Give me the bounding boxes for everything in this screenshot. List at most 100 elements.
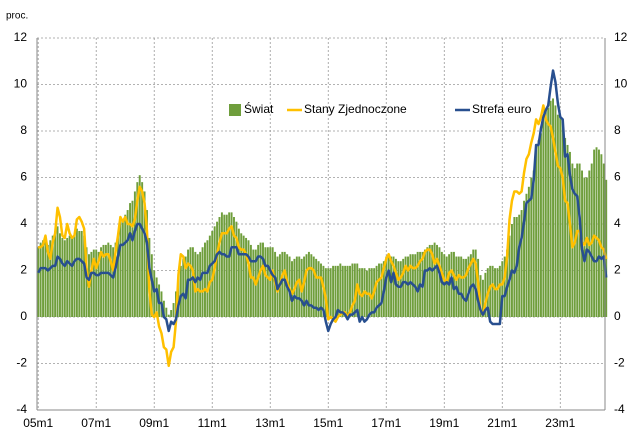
- bar: [117, 233, 119, 317]
- bar: [49, 240, 52, 317]
- y2-tick-label: 4: [614, 216, 621, 230]
- bar: [532, 170, 535, 317]
- bar: [518, 214, 521, 317]
- bar: [402, 258, 405, 317]
- bar: [525, 193, 528, 317]
- bar: [433, 242, 436, 317]
- bar: [281, 251, 284, 317]
- bar: [501, 261, 504, 317]
- x-tick-label: 13m1: [255, 416, 285, 430]
- bar: [445, 256, 448, 317]
- bar: [547, 107, 550, 317]
- x-tick-label: 09m1: [139, 416, 169, 430]
- bar: [68, 235, 71, 317]
- bar: [37, 247, 40, 317]
- bar: [428, 244, 431, 317]
- bar: [387, 254, 390, 317]
- bar: [249, 244, 252, 317]
- bar: [494, 268, 496, 317]
- bar: [491, 265, 494, 317]
- y-axis-label: proc.: [6, 11, 28, 22]
- bar: [230, 212, 233, 317]
- bar: [409, 254, 412, 317]
- bar: [269, 247, 272, 317]
- bar: [66, 237, 69, 317]
- bar: [201, 247, 204, 317]
- bar: [556, 114, 559, 317]
- bar: [332, 265, 335, 317]
- bar: [307, 251, 310, 317]
- bar: [223, 214, 226, 317]
- bar: [124, 214, 127, 317]
- bar: [266, 247, 269, 317]
- bar: [423, 249, 426, 317]
- bar: [199, 251, 202, 317]
- bar: [349, 265, 351, 317]
- bar: [537, 140, 540, 317]
- bar: [39, 242, 42, 317]
- bar: [583, 177, 586, 317]
- bar: [83, 235, 86, 317]
- bar: [544, 110, 547, 317]
- y-tick-label: 6: [20, 170, 27, 184]
- bar: [602, 163, 605, 317]
- y-tick-label: 10: [14, 77, 28, 91]
- bar: [56, 226, 59, 317]
- bar: [162, 300, 165, 317]
- bar: [204, 242, 206, 317]
- bar: [97, 251, 100, 317]
- bar: [131, 200, 134, 317]
- bar: [559, 117, 562, 317]
- bar: [498, 265, 501, 317]
- bar: [218, 217, 221, 317]
- bar: [73, 233, 76, 317]
- legend-swatch: [229, 104, 241, 116]
- bar: [467, 256, 470, 317]
- bar: [416, 251, 419, 317]
- bar: [126, 210, 129, 317]
- bar: [385, 256, 388, 317]
- bar: [397, 261, 400, 317]
- bar: [378, 263, 380, 317]
- bar: [235, 221, 238, 317]
- bar: [460, 256, 463, 317]
- bar: [561, 121, 564, 317]
- bar: [262, 242, 264, 317]
- y-tick-label: 8: [20, 123, 27, 137]
- bar: [339, 263, 342, 317]
- bar: [291, 261, 293, 317]
- bar: [450, 251, 453, 317]
- bar: [119, 221, 122, 317]
- bar: [327, 268, 330, 317]
- y-tick-label: 12: [14, 30, 28, 44]
- bar: [228, 212, 231, 317]
- bar: [595, 147, 598, 317]
- x-tick-label: 21m1: [487, 416, 517, 430]
- bar: [107, 242, 110, 317]
- bar: [90, 251, 93, 317]
- bar: [431, 244, 434, 317]
- bar: [361, 268, 364, 317]
- bar: [394, 258, 397, 317]
- legend-label: Strefa euro: [472, 102, 532, 116]
- bar: [370, 268, 373, 317]
- bar: [399, 261, 402, 317]
- bar: [208, 235, 211, 317]
- bar: [390, 256, 393, 317]
- y2-tick-label: 6: [614, 170, 621, 184]
- y-tick-label: -2: [16, 356, 27, 370]
- bar: [182, 258, 185, 317]
- bar: [552, 98, 555, 317]
- x-tick-label: 07m1: [81, 416, 111, 430]
- y-tick-label: 0: [20, 309, 27, 323]
- bar: [153, 270, 156, 317]
- bar: [535, 149, 538, 317]
- bar: [320, 263, 322, 317]
- bar: [474, 249, 477, 317]
- bar: [344, 265, 347, 317]
- bar: [245, 237, 248, 317]
- bar: [375, 265, 378, 317]
- bar: [503, 256, 506, 317]
